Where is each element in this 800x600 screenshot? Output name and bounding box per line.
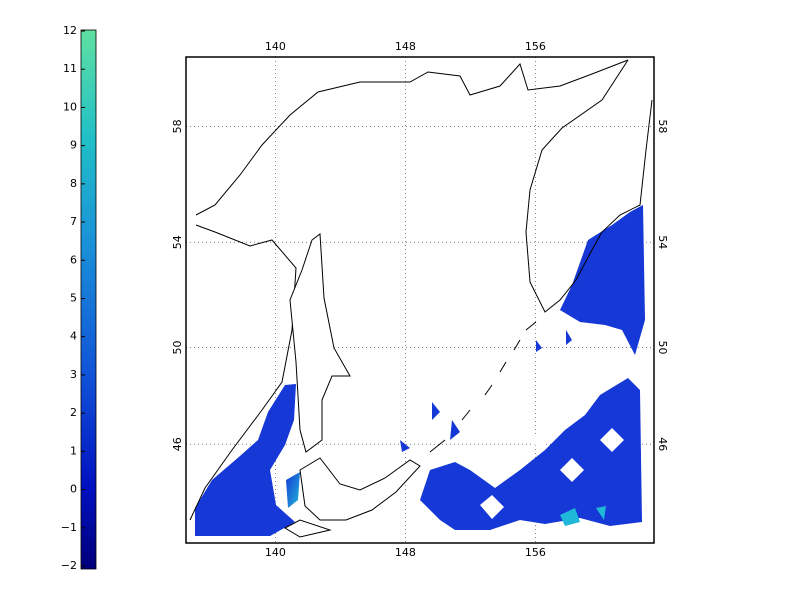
lat-label-right: 54 bbox=[656, 235, 669, 249]
colorbar-tick-label: 6 bbox=[70, 253, 77, 266]
colorbar-tick-label: 4 bbox=[70, 330, 77, 343]
map-axes: 140 140 148 148 156 156 46 46 50 50 54 54 58 58 bbox=[171, 40, 669, 559]
data-patch bbox=[560, 506, 606, 526]
island bbox=[283, 519, 332, 538]
lat-label-right: 50 bbox=[656, 340, 669, 354]
colorbar-tick-label: 3 bbox=[70, 368, 77, 381]
colorbar-tick-label: 0 bbox=[70, 483, 77, 496]
colorbar-tick-label: −1 bbox=[61, 521, 77, 534]
lat-label-left: 46 bbox=[171, 437, 184, 451]
lat-label-left: 58 bbox=[171, 119, 184, 133]
colorbar-tick-label: 5 bbox=[70, 292, 77, 305]
lon-label-top: 140 bbox=[265, 40, 286, 53]
coastline bbox=[189, 59, 653, 538]
lon-label-bottom: 140 bbox=[265, 546, 286, 559]
lon-label-bottom: 148 bbox=[395, 546, 416, 559]
coast bbox=[195, 59, 629, 216]
island-chain bbox=[429, 321, 537, 453]
data-field bbox=[195, 205, 645, 536]
colorbar bbox=[80, 29, 97, 570]
lon-label-top: 148 bbox=[395, 40, 416, 53]
colorbar-tick-label: 11 bbox=[63, 62, 77, 75]
lon-label-bottom: 156 bbox=[525, 546, 546, 559]
lat-label-left: 54 bbox=[171, 235, 184, 249]
lon-label-top: 156 bbox=[525, 40, 546, 53]
colorbar-tick-label: 9 bbox=[70, 139, 77, 152]
lat-label-right: 46 bbox=[656, 437, 669, 451]
colorbar-tick-label: 2 bbox=[70, 406, 77, 419]
colorbar-tick-label: 7 bbox=[70, 215, 77, 228]
data-patch bbox=[560, 205, 645, 355]
colorbar-tick-label: 8 bbox=[70, 177, 77, 190]
colorbar-tick-label: 1 bbox=[70, 444, 77, 457]
coast bbox=[189, 224, 297, 521]
coast bbox=[525, 59, 653, 313]
grid bbox=[186, 57, 654, 543]
island bbox=[289, 233, 351, 453]
data-patch bbox=[420, 378, 642, 530]
lat-label-right: 58 bbox=[656, 119, 669, 133]
data-patch bbox=[195, 384, 296, 536]
lat-label-left: 50 bbox=[171, 340, 184, 354]
map-frame bbox=[185, 56, 655, 544]
data-patch bbox=[286, 472, 300, 508]
colorbar-tick-label: 12 bbox=[63, 24, 77, 37]
data-gap bbox=[480, 428, 624, 519]
colorbar-tick-label: −2 bbox=[61, 559, 77, 572]
colorbar-tick-label: 10 bbox=[63, 100, 77, 113]
island bbox=[299, 457, 421, 521]
